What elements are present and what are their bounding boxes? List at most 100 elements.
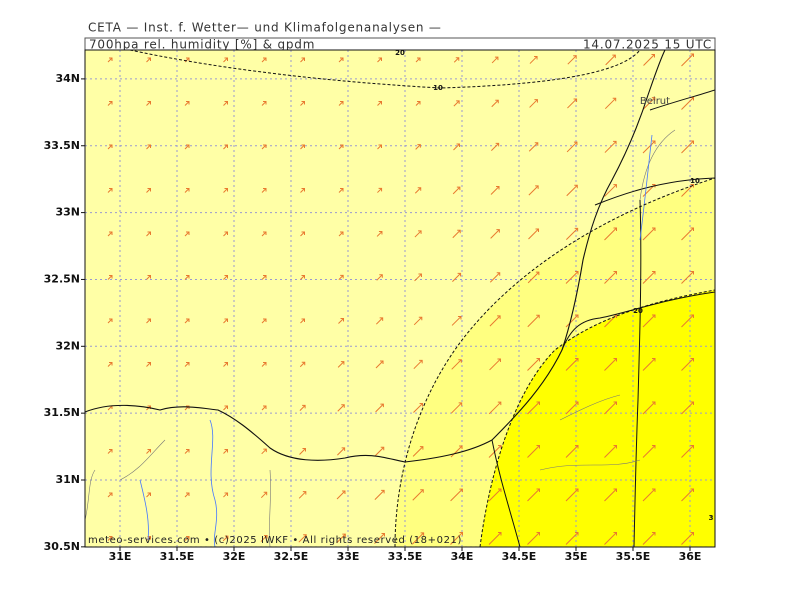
wind-arrow	[184, 144, 190, 150]
wind-arrow	[184, 188, 190, 193]
wind-arrow	[376, 274, 383, 281]
wind-arrow	[720, 402, 732, 414]
wind-arrow	[223, 449, 228, 454]
wind-arrow	[642, 488, 656, 502]
lat-tick-label: 34N	[55, 72, 80, 85]
wind-arrow	[681, 445, 694, 458]
credit: meteo-services.com • (c)2025 IWKF • All …	[88, 535, 462, 546]
wind-arrow	[529, 99, 538, 108]
wind-arrow	[107, 318, 113, 324]
wind-arrow	[298, 491, 307, 499]
wind-arrow	[338, 57, 344, 63]
contour-label: 20	[395, 49, 405, 57]
lon-tick-label: 34.5E	[502, 550, 537, 563]
wind-arrow	[642, 358, 656, 371]
wind-arrow	[299, 361, 306, 368]
wind-arrow	[261, 275, 267, 280]
wind-arrow	[107, 536, 113, 541]
lon-tick-label: 36E	[679, 550, 702, 563]
wind-arrow	[107, 101, 113, 106]
lat-tick-label: 31N	[55, 473, 80, 486]
wind-arrow	[414, 230, 422, 238]
wind-arrow	[604, 184, 617, 197]
wind-arrow	[529, 55, 538, 64]
wind-arrow	[527, 488, 540, 502]
wind-arrow	[374, 533, 385, 544]
wind-arrow	[565, 532, 579, 545]
wind-arrow	[413, 359, 423, 370]
wind-arrow	[223, 57, 228, 63]
lon-tick-label: 33E	[337, 550, 360, 563]
wind-arrow	[374, 489, 385, 500]
wind-arrow	[184, 449, 190, 454]
wind-arrow	[720, 446, 732, 458]
wind-arrow	[261, 144, 267, 150]
wind-arrow	[681, 401, 694, 415]
wind-arrow	[681, 140, 694, 154]
contour-label: 3	[709, 514, 714, 522]
wind-arrow	[223, 188, 228, 193]
wind-arrow	[146, 492, 151, 498]
wind-arrow	[146, 449, 151, 454]
wind-arrow	[528, 228, 540, 240]
wind-arrow	[642, 227, 656, 241]
coastline	[85, 50, 666, 463]
wind-arrow	[566, 141, 578, 153]
wind-arrow	[488, 488, 502, 502]
wind-arrow	[452, 272, 462, 282]
wind-arrow	[642, 445, 656, 458]
wind-arrow	[107, 188, 113, 193]
wind-arrow	[223, 492, 229, 498]
wind-arrow	[184, 492, 190, 498]
wind-arrow	[337, 361, 345, 368]
wind-arrow	[338, 101, 344, 106]
borders	[491, 89, 715, 547]
wind-arrow	[604, 140, 617, 153]
wind-arrow	[681, 358, 694, 371]
lat-tick-label: 32.5N	[44, 272, 80, 285]
wind-arrow	[300, 275, 305, 280]
wind-arrow	[450, 402, 463, 414]
wind-arrow	[453, 57, 460, 63]
wind-arrow	[415, 57, 421, 63]
wind-arrow	[642, 140, 656, 154]
wind-arrow	[146, 275, 151, 280]
wind-arrow	[146, 231, 151, 237]
wind-arrow	[720, 315, 732, 327]
lon-tick-label: 35.5E	[616, 550, 651, 563]
wind-arrow	[527, 445, 540, 458]
lon-tick-label: 33.5E	[388, 550, 423, 563]
wind-arrow	[450, 445, 463, 458]
wind-arrow	[261, 231, 267, 237]
wind-arrow	[107, 362, 113, 367]
wind-arrow	[490, 229, 500, 239]
wind-arrow	[604, 532, 617, 545]
wind-arrow	[336, 490, 346, 500]
wind-arrow	[604, 271, 617, 284]
wind-arrow	[184, 536, 190, 541]
wind-arrow	[450, 488, 463, 502]
wind-arrow	[375, 317, 384, 325]
wind-arrow	[489, 315, 501, 327]
wind-arrow	[223, 275, 228, 280]
wind-arrow	[720, 272, 732, 284]
wind-arrow	[377, 57, 382, 63]
wind-arrow	[146, 318, 151, 324]
header-title: CETA — Inst. f. Wetter— und Klimafolgena…	[88, 21, 442, 35]
wind-arrow	[527, 532, 540, 545]
wind-arrow	[565, 227, 579, 241]
wind-arrow	[336, 533, 346, 544]
lat-tick-label: 33N	[55, 206, 80, 219]
wind-arrow	[491, 56, 499, 64]
wind-arrow	[184, 231, 190, 237]
wind-arrow	[604, 97, 617, 110]
wind-arrow	[565, 358, 579, 371]
wind-arrow	[414, 187, 422, 194]
wind-arrow	[720, 359, 732, 371]
wind-arrow	[223, 144, 228, 150]
wind-arrow	[642, 314, 656, 328]
wind-arrow	[146, 362, 151, 367]
wind-arrow	[488, 532, 502, 545]
wind-arrow	[184, 275, 190, 280]
lon-tick-label: 32.5E	[274, 550, 309, 563]
